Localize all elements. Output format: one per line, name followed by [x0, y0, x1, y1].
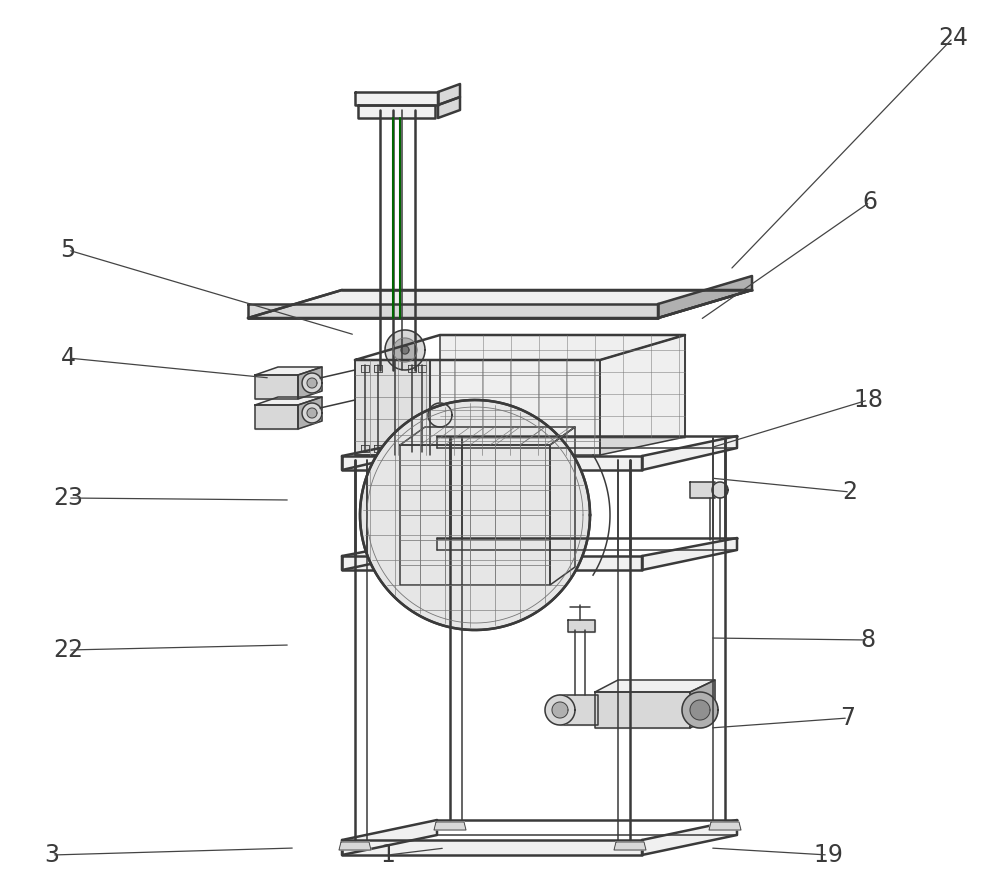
Polygon shape — [248, 304, 658, 318]
Polygon shape — [642, 538, 737, 570]
Polygon shape — [690, 680, 715, 728]
Polygon shape — [355, 92, 438, 105]
Polygon shape — [255, 367, 322, 375]
Polygon shape — [568, 620, 595, 632]
Text: 5: 5 — [60, 238, 76, 262]
Polygon shape — [401, 346, 409, 354]
Polygon shape — [342, 820, 437, 855]
Polygon shape — [355, 360, 430, 455]
Polygon shape — [361, 365, 369, 372]
Text: 1: 1 — [381, 843, 395, 867]
Text: 19: 19 — [813, 843, 843, 867]
Text: 22: 22 — [53, 638, 83, 662]
Text: 6: 6 — [862, 190, 878, 214]
Text: 8: 8 — [860, 628, 876, 652]
Text: 23: 23 — [53, 486, 83, 510]
Polygon shape — [440, 335, 685, 437]
Polygon shape — [642, 820, 737, 855]
Polygon shape — [374, 365, 382, 372]
Text: 2: 2 — [842, 480, 858, 504]
Polygon shape — [438, 97, 460, 118]
Polygon shape — [342, 456, 642, 470]
Polygon shape — [438, 84, 460, 105]
Polygon shape — [690, 482, 715, 498]
Polygon shape — [255, 405, 298, 429]
Polygon shape — [342, 840, 642, 855]
Polygon shape — [302, 403, 322, 423]
Polygon shape — [360, 400, 590, 630]
Polygon shape — [614, 842, 646, 850]
Text: 4: 4 — [60, 346, 76, 370]
Polygon shape — [358, 105, 435, 118]
Polygon shape — [298, 397, 322, 429]
Polygon shape — [552, 702, 568, 718]
Polygon shape — [418, 365, 426, 372]
Polygon shape — [393, 338, 417, 362]
Polygon shape — [709, 822, 741, 830]
Polygon shape — [355, 360, 600, 455]
Polygon shape — [255, 397, 322, 405]
Polygon shape — [342, 436, 437, 470]
Polygon shape — [595, 680, 715, 692]
Polygon shape — [658, 276, 752, 318]
Polygon shape — [418, 445, 426, 452]
Polygon shape — [342, 556, 642, 570]
Polygon shape — [595, 692, 690, 728]
Polygon shape — [682, 692, 718, 728]
Polygon shape — [560, 695, 598, 725]
Polygon shape — [600, 335, 685, 455]
Polygon shape — [545, 695, 575, 725]
Polygon shape — [690, 700, 710, 720]
Text: 7: 7 — [840, 706, 856, 730]
Text: 3: 3 — [44, 843, 60, 867]
Polygon shape — [248, 290, 752, 318]
Polygon shape — [307, 408, 317, 418]
Polygon shape — [342, 538, 437, 570]
Polygon shape — [642, 436, 737, 470]
Text: 24: 24 — [938, 26, 968, 50]
Polygon shape — [428, 403, 452, 427]
Polygon shape — [434, 822, 466, 830]
Polygon shape — [361, 445, 369, 452]
Polygon shape — [255, 375, 298, 399]
Text: 18: 18 — [853, 388, 883, 412]
Polygon shape — [298, 367, 322, 399]
Polygon shape — [408, 365, 416, 372]
Polygon shape — [339, 842, 371, 850]
Polygon shape — [374, 445, 382, 452]
Polygon shape — [408, 445, 416, 452]
Polygon shape — [712, 482, 728, 498]
Polygon shape — [307, 378, 317, 388]
Polygon shape — [302, 373, 322, 393]
Polygon shape — [385, 330, 425, 370]
